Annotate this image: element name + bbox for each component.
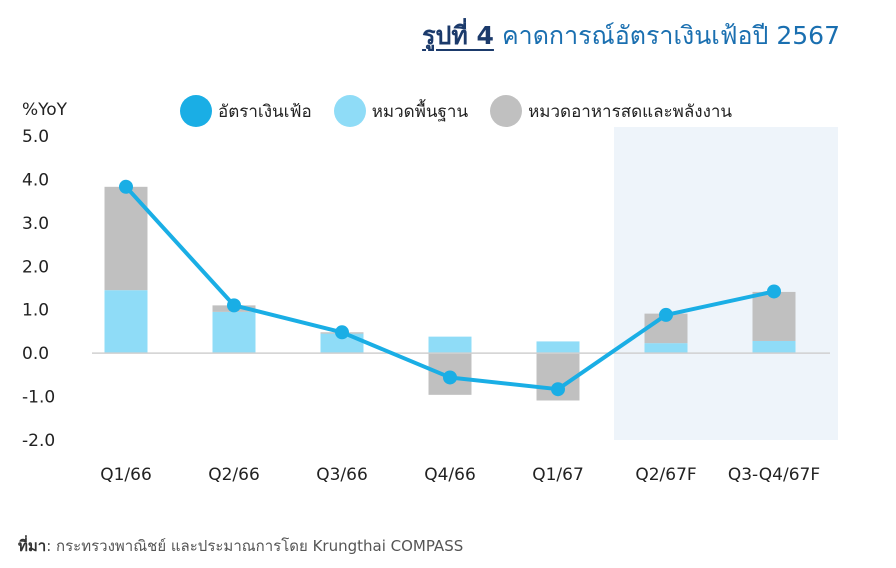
x-tick-label: Q1/67 — [532, 465, 584, 485]
bar-core — [104, 290, 148, 354]
source-label: ที่มา — [18, 537, 47, 555]
legend-swatch-headline — [180, 95, 212, 127]
headline-point — [443, 370, 457, 385]
x-tick-label: Q1/66 — [100, 465, 152, 485]
forecast-region — [614, 127, 838, 440]
bar-core — [644, 343, 688, 354]
headline-point — [227, 298, 241, 313]
chart-title: รูปที่ 4 คาดการณ์อัตราเงินเฟ้อปี 2567 — [422, 16, 840, 56]
title-text: คาดการณ์อัตราเงินเฟ้อปี 2567 — [501, 21, 840, 50]
legend-swatch-core — [333, 95, 366, 127]
legend-item-headline: อัตราเงินเฟ้อ — [180, 95, 312, 127]
y-tick-label: 1.0 — [22, 301, 49, 321]
y-tick-label: 0.0 — [22, 344, 49, 364]
y-tick-label: 4.0 — [22, 170, 49, 190]
headline-point — [119, 179, 133, 194]
y-tick-label: 3.0 — [22, 214, 49, 234]
y-tick-label: -2.0 — [22, 431, 55, 451]
headline-point — [767, 284, 781, 299]
y-axis-label: %YoY — [22, 100, 68, 120]
legend: อัตราเงินเฟ้อ หมวดพื้นฐาน หมวดอาหารสดและ… — [180, 95, 754, 127]
bar-core — [212, 311, 256, 354]
legend-item-food-energy: หมวดอาหารสดและพลังงาน — [490, 95, 732, 127]
legend-label-headline: อัตราเงินเฟ้อ — [218, 101, 312, 122]
y-tick-label: -1.0 — [22, 388, 55, 408]
bar-core — [536, 341, 580, 354]
headline-point — [551, 382, 565, 397]
y-tick-label: 5.0 — [22, 127, 49, 147]
source-note: ที่มา: กระทรวงพาณิชย์ และประมาณการโดย Kr… — [18, 534, 463, 558]
legend-swatch-food-energy — [490, 95, 523, 127]
bar-core — [428, 336, 472, 354]
y-tick-label: 2.0 — [22, 257, 49, 277]
headline-point — [335, 325, 349, 340]
x-tick-label: Q4/66 — [424, 465, 476, 485]
x-tick-label: Q3-Q4/67F — [728, 465, 820, 485]
bar-core — [752, 340, 796, 354]
x-tick-label: Q2/66 — [208, 465, 260, 485]
source-text: : กระทรวงพาณิชย์ และประมาณการโดย Krungth… — [46, 537, 464, 555]
figure-label: รูปที่ 4 — [422, 21, 494, 50]
legend-label-food-energy: หมวดอาหารสดและพลังงาน — [528, 101, 733, 122]
headline-point — [659, 307, 673, 322]
x-tick-label: Q3/66 — [316, 465, 368, 485]
bar-food-energy — [752, 291, 796, 341]
legend-item-core: หมวดพื้นฐาน — [333, 95, 469, 127]
legend-label-core: หมวดพื้นฐาน — [371, 101, 469, 122]
x-tick-label: Q2/67F — [635, 465, 696, 485]
